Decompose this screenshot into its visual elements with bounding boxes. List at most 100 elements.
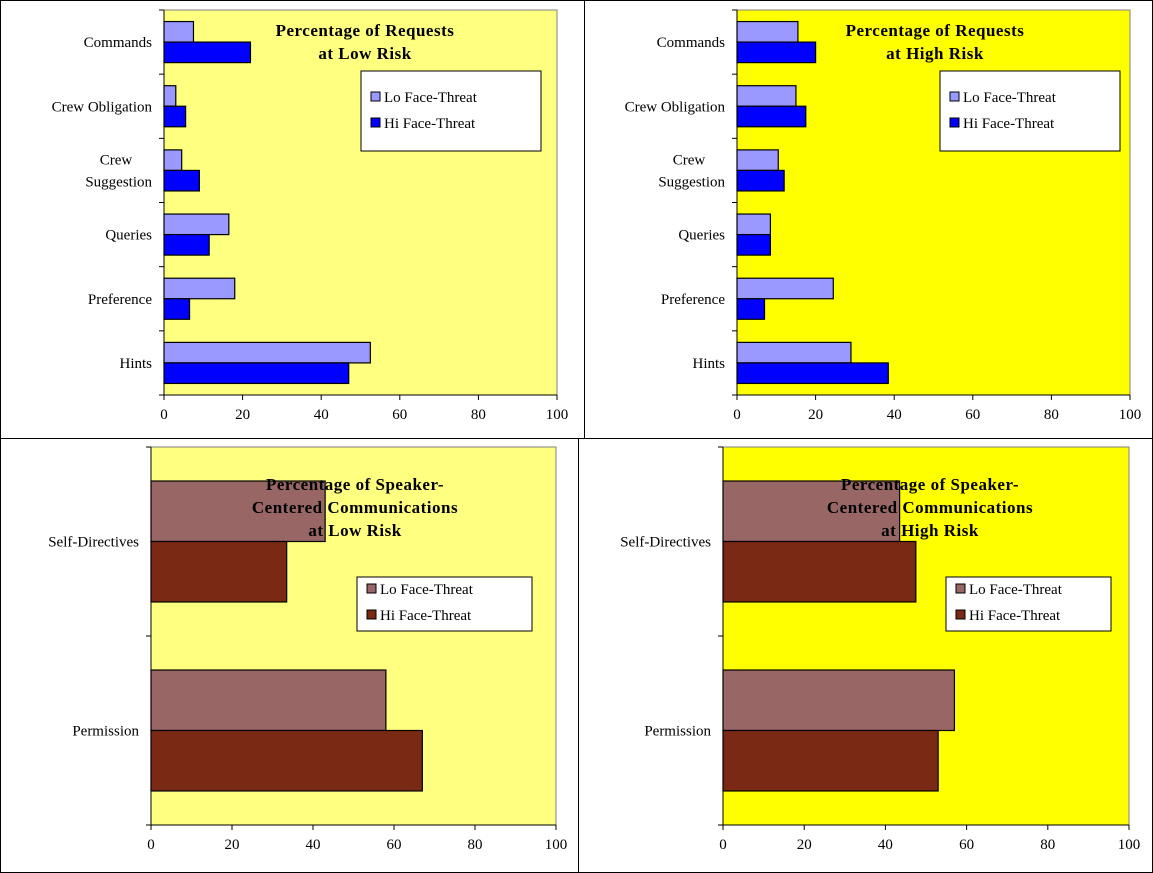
category-label: Crew Obligation	[52, 99, 153, 115]
legend: Lo Face-Threat Hi Face-Threat	[945, 576, 1112, 632]
bar-hi-face-threat	[163, 362, 350, 385]
x-tick-label: 20	[225, 837, 240, 853]
legend-label: Lo Face-Threat	[963, 90, 1057, 106]
chart-title: Percentage of Speaker-Centered Communica…	[827, 475, 1033, 540]
category-label: Hints	[692, 356, 725, 372]
bar-hi-face-threat	[163, 169, 200, 192]
legend-swatch	[949, 117, 960, 128]
bar-lo-face-threat	[163, 341, 371, 364]
x-tick-label: 80	[471, 407, 486, 423]
legend-box	[360, 70, 542, 152]
legend-swatch	[366, 609, 377, 620]
legend-swatch	[949, 91, 960, 102]
chart-title: Percentage of Requests at Low Risk	[276, 21, 455, 63]
legend-label: Lo Face-Threat	[384, 90, 478, 106]
x-tick-label: 40	[878, 837, 893, 853]
legend-label: Hi Face-Threat	[380, 608, 472, 624]
bar-hi-face-threat	[736, 233, 772, 256]
category-label: Queries	[105, 228, 152, 244]
bar-hi-face-threat	[163, 233, 210, 256]
category-label: Preference	[661, 292, 725, 308]
category-label: Self-Directives	[48, 535, 139, 551]
bar-hi-face-threat	[736, 105, 807, 128]
bar-lo-face-threat	[722, 669, 956, 732]
bar-hi-face-threat	[736, 169, 785, 192]
legend-label: Hi Face-Threat	[963, 116, 1055, 132]
category-label: Permission	[644, 724, 711, 740]
x-tick-label: 80	[468, 837, 483, 853]
legend-label: Lo Face-Threat	[380, 582, 474, 598]
category-label: Queries	[678, 228, 725, 244]
legend-box	[939, 70, 1121, 152]
x-tick-label: 60	[965, 407, 980, 423]
category-label: Self-Directives	[620, 535, 711, 551]
x-tick-label: 20	[797, 837, 812, 853]
bar-lo-face-threat	[736, 20, 799, 43]
x-tick-label: 60	[959, 837, 974, 853]
bar-lo-face-threat	[163, 149, 183, 172]
chart-4: 0 20 40 60 80 100 Self-Directives Permission Per…	[620, 446, 1141, 853]
legend: Lo Face-Threat Hi Face-Threat	[939, 70, 1121, 152]
bar-hi-face-threat	[736, 362, 889, 385]
legend-swatch	[955, 583, 966, 594]
bar-lo-face-threat	[722, 480, 901, 543]
category-label: Hints	[119, 356, 152, 372]
category-label: Permission	[72, 724, 139, 740]
chart-title: Percentage of Requests at High Risk	[846, 21, 1025, 63]
x-tick-label: 20	[235, 407, 250, 423]
bar-hi-face-threat	[736, 41, 817, 64]
chart-3: 0 20 40 60 80 100 Self-Directives Permission Per…	[48, 446, 568, 853]
bar-hi-face-threat	[163, 41, 252, 64]
legend-label: Hi Face-Threat	[969, 608, 1061, 624]
category-label: Crew Suggestion	[658, 152, 725, 190]
x-tick-label: 100	[1118, 837, 1141, 853]
bar-lo-face-threat	[736, 213, 772, 236]
x-tick-label: 100	[546, 407, 569, 423]
x-tick-label: 60	[392, 407, 407, 423]
bar-lo-face-threat	[736, 277, 834, 300]
legend-label: Lo Face-Threat	[969, 582, 1063, 598]
legend-swatch	[370, 117, 381, 128]
legend-box	[945, 576, 1112, 632]
bar-hi-face-threat	[150, 729, 423, 792]
legend-swatch	[366, 583, 377, 594]
x-tick-label: 100	[545, 837, 568, 853]
x-tick-label: 0	[719, 837, 727, 853]
legend-label: Hi Face-Threat	[384, 116, 476, 132]
x-tick-label: 0	[733, 407, 741, 423]
x-tick-label: 80	[1040, 837, 1055, 853]
legend: Lo Face-Threat Hi Face-Threat	[360, 70, 542, 152]
chart-title: Percentage of Speaker-Centered Communica…	[252, 475, 458, 540]
category-label: Crew Suggestion	[85, 152, 152, 190]
bar-lo-face-threat	[736, 85, 797, 107]
legend-swatch	[370, 91, 381, 102]
bar-lo-face-threat	[163, 85, 177, 107]
bar-hi-face-threat	[163, 105, 187, 128]
chart-1: 0 20 40 60 80 100 Commands Crew Obligation Crew S…	[52, 9, 569, 423]
bar-lo-face-threat	[736, 341, 852, 364]
legend-box	[356, 576, 533, 632]
bar-hi-face-threat	[736, 298, 766, 320]
category-label: Preference	[88, 292, 152, 308]
bar-hi-face-threat	[722, 729, 939, 792]
bar-lo-face-threat	[736, 149, 779, 172]
category-label: Crew Obligation	[625, 99, 726, 115]
bar-lo-face-threat	[163, 20, 195, 43]
x-tick-label: 40	[306, 837, 321, 853]
x-tick-label: 20	[808, 407, 823, 423]
bar-hi-face-threat	[722, 540, 917, 603]
x-tick-label: 40	[314, 407, 329, 423]
category-label: Commands	[84, 35, 152, 51]
plot-area	[163, 9, 558, 396]
legend-swatch	[955, 609, 966, 620]
bar-hi-face-threat	[150, 540, 288, 603]
legend: Lo Face-Threat Hi Face-Threat	[356, 576, 533, 632]
category-label: Commands	[657, 35, 725, 51]
x-tick-label: 100	[1119, 407, 1142, 423]
chart-2: 0 20 40 60 80 100 Commands Crew Obligation Crew S…	[625, 9, 1142, 423]
x-tick-label: 0	[160, 407, 168, 423]
x-tick-label: 40	[887, 407, 902, 423]
bar-hi-face-threat	[163, 298, 191, 320]
x-tick-label: 80	[1044, 407, 1059, 423]
